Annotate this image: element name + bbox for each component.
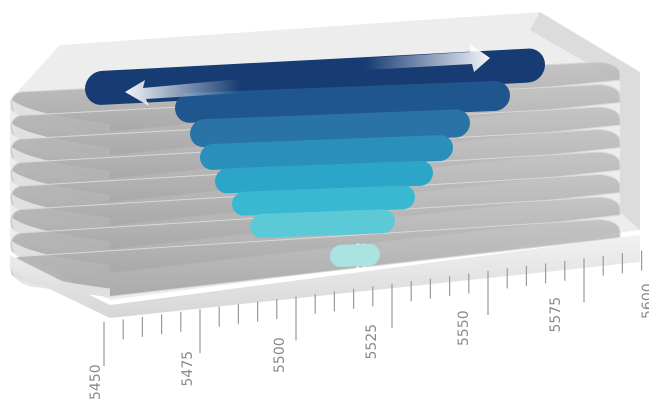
double-arrow-right-icon xyxy=(365,44,490,72)
axis-ticks xyxy=(103,250,643,366)
axis-tick-label: 5500 xyxy=(272,337,288,373)
axis-tick-label: 5550 xyxy=(456,310,472,346)
axis-tick-label: 5475 xyxy=(180,351,196,387)
axis-labels: 5450 5475 5500 5525 5550 5575 5600 xyxy=(88,283,649,400)
double-arrow-left-icon xyxy=(125,79,240,106)
axis-tick-label: 5575 xyxy=(548,297,564,333)
axis-tick-label: 5600 xyxy=(640,283,649,319)
axis-tick-label: 5525 xyxy=(364,324,380,360)
axis-tick-label: 5450 xyxy=(88,364,104,400)
